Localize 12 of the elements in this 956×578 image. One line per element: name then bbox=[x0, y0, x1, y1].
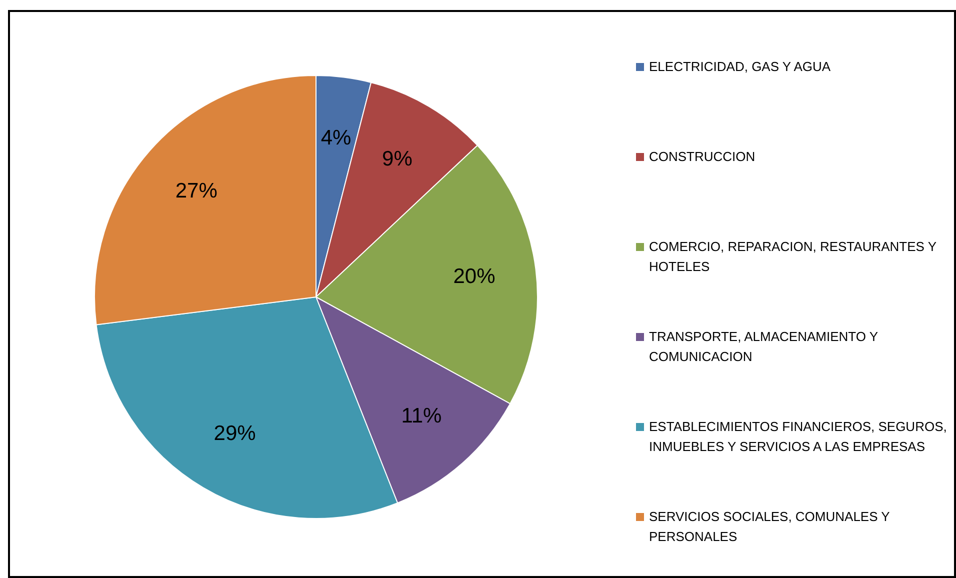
data-label: 20% bbox=[453, 264, 496, 288]
legend-label: ELECTRICIDAD, GAS Y AGUA bbox=[649, 58, 831, 76]
data-label: 9% bbox=[382, 148, 412, 171]
legend-label: SERVICIOS SOCIALES, COMUNALES Y PERSONALES bbox=[649, 508, 891, 546]
data-label: 29% bbox=[214, 422, 256, 446]
legend-label: CONSTRUCCION bbox=[649, 148, 756, 166]
legend-label: COMERCIO, REPARACION, RESTAURANTES Y HOTELES bbox=[649, 238, 938, 276]
data-label: 4% bbox=[320, 126, 352, 150]
data-label: 11% bbox=[401, 404, 442, 428]
legend-label: ESTABLECIMIENTOS FINANCIEROS, SEGUROS, INMUEBLES Y SERVICIOS A LAS EMPRESAS bbox=[649, 418, 948, 456]
data-label: 27% bbox=[175, 179, 218, 202]
legend-label: TRANSPORTE, ALMACENAMIENTO Y COMUNICACION bbox=[649, 328, 879, 366]
